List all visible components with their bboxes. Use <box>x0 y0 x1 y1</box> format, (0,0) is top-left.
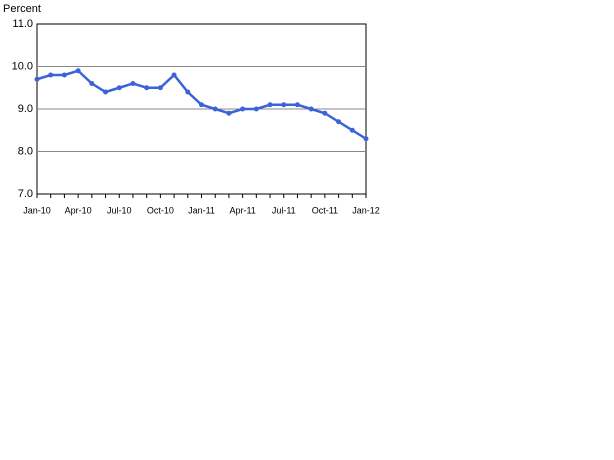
y-tick-label: 11.0 <box>12 18 33 30</box>
marker <box>322 110 328 116</box>
x-tick-label: Apr-10 <box>65 205 92 215</box>
marker <box>185 89 191 95</box>
marker <box>281 102 287 108</box>
y-tick-label: 7.0 <box>18 188 33 200</box>
marker <box>157 85 163 91</box>
y-tick-label: 9.0 <box>18 103 33 115</box>
y-tick-label: 8.0 <box>18 145 33 157</box>
marker <box>48 72 54 78</box>
x-tick-label: Jul-11 <box>272 205 296 215</box>
x-tick-label: Jan-10 <box>23 205 51 215</box>
marker <box>199 102 204 108</box>
marker <box>75 68 81 74</box>
marker <box>144 85 150 91</box>
marker <box>267 102 273 108</box>
marker <box>34 76 40 82</box>
x-tick-label: Jan-12 <box>352 205 380 215</box>
marker <box>116 85 122 91</box>
x-tick-label: Oct-10 <box>147 205 174 215</box>
marker <box>240 106 246 112</box>
x-tick-label: Oct-11 <box>312 205 338 215</box>
x-tick-label: Jan-11 <box>188 205 215 215</box>
marker <box>294 102 300 108</box>
marker <box>212 106 218 112</box>
marker <box>336 119 342 125</box>
y-tick-label: 10.0 <box>12 60 33 72</box>
marker <box>349 127 355 133</box>
marker <box>308 106 314 112</box>
x-tick-label: Jul-10 <box>107 205 132 215</box>
marker <box>226 110 232 116</box>
marker <box>103 89 109 95</box>
marker <box>61 72 67 78</box>
marker <box>130 81 136 86</box>
y-axis-title: Percent <box>3 3 41 15</box>
marker <box>253 106 259 112</box>
marker <box>363 136 369 142</box>
marker <box>171 72 177 78</box>
marker <box>89 81 95 86</box>
x-tick-label: Apr-11 <box>229 205 255 215</box>
